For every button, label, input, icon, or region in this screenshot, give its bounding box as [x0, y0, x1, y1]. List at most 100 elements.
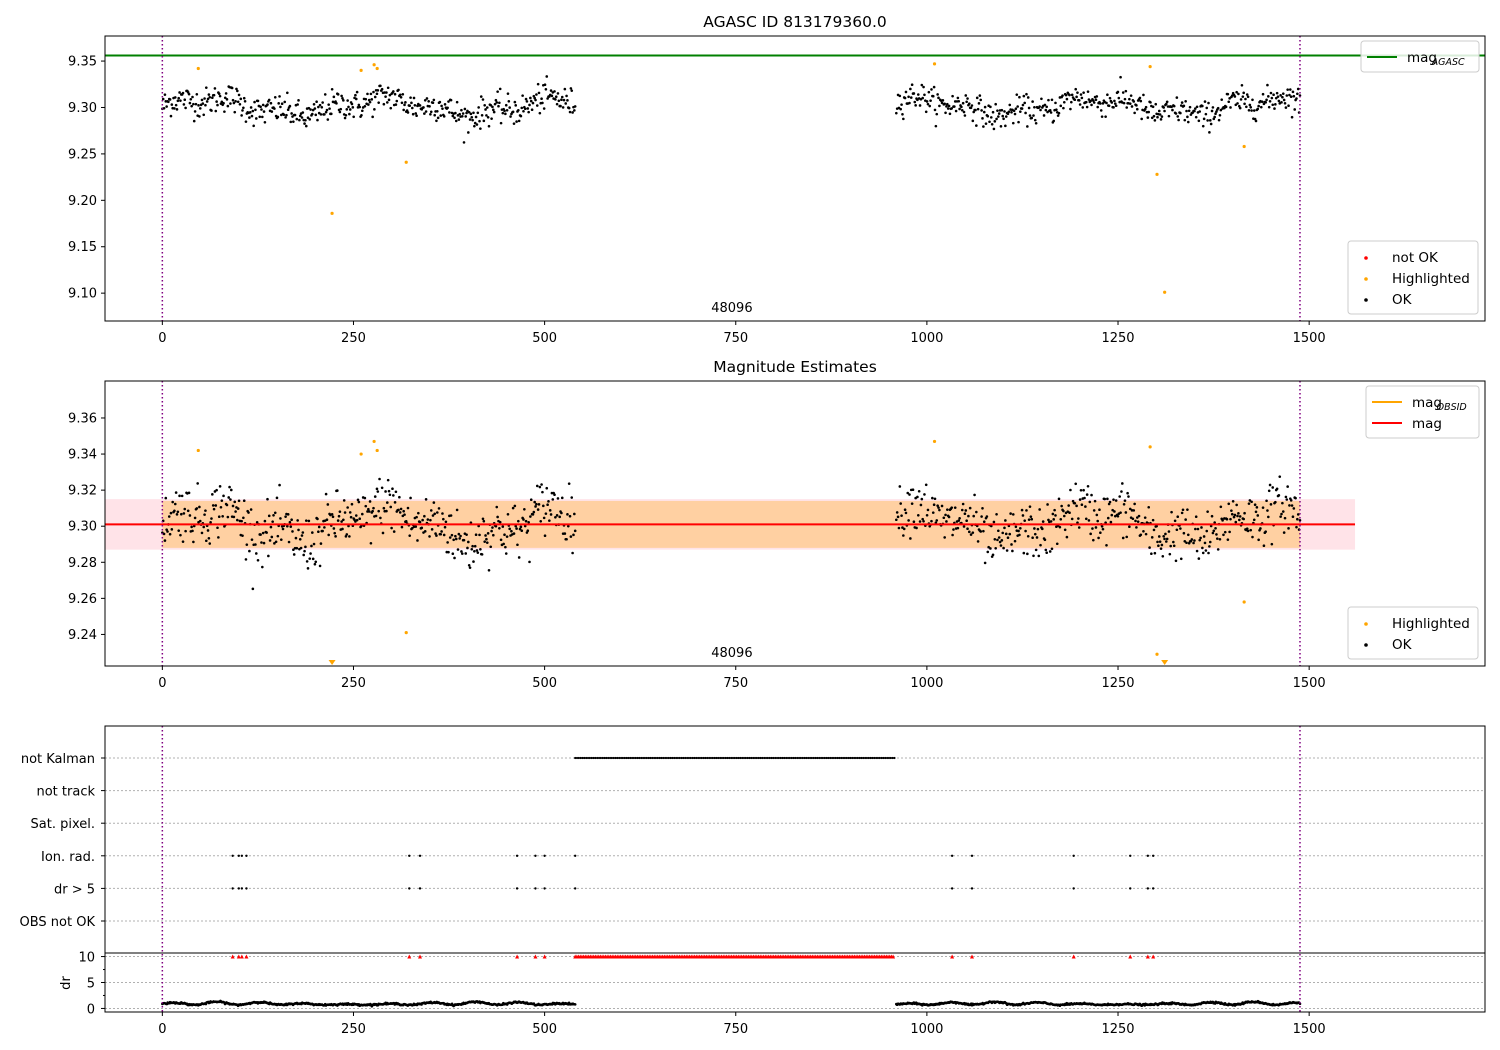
ok-point: [1293, 108, 1297, 111]
ok-point: [1245, 527, 1249, 530]
ok-point: [1003, 110, 1006, 113]
ok-point: [236, 89, 239, 93]
ok-point: [1046, 503, 1049, 506]
ok-point: [173, 502, 177, 506]
ok-point: [467, 131, 470, 134]
flag-point: [737, 756, 740, 760]
legend-marker-swatch: [1364, 256, 1368, 260]
highlighted-point: [1148, 65, 1152, 69]
ok-point: [896, 515, 900, 519]
flag-point: [660, 756, 663, 760]
ok-point: [457, 118, 461, 121]
ok-point: [1108, 500, 1112, 504]
ok-point: [1241, 95, 1245, 98]
ok-point: [1121, 536, 1125, 540]
flag-point: [590, 756, 593, 760]
flag-point: [408, 887, 411, 890]
flag-point: [847, 756, 850, 760]
ok-point: [292, 548, 295, 551]
ok-point: [1172, 544, 1176, 548]
ok-point: [1133, 111, 1136, 115]
ok-point: [361, 109, 364, 113]
ok-point: [1114, 104, 1118, 108]
flag-point: [783, 756, 786, 760]
ok-point: [279, 538, 283, 541]
ok-point: [1161, 554, 1165, 558]
ok-point: [403, 513, 406, 516]
ok-point: [1185, 541, 1188, 545]
ok-point: [1268, 99, 1272, 103]
ok-point: [340, 520, 343, 523]
ok-point: [267, 514, 271, 518]
ok-point: [1275, 91, 1279, 95]
ok-point: [177, 96, 181, 100]
ok-point: [240, 114, 243, 117]
ok-point: [996, 109, 999, 112]
ok-point: [569, 535, 573, 538]
ok-point: [1124, 511, 1128, 514]
ok-point: [895, 518, 898, 522]
flag-point: [753, 756, 757, 760]
ok-point: [1077, 517, 1080, 520]
ok-point: [965, 519, 968, 523]
ok-point: [962, 110, 966, 114]
ok-point: [308, 557, 312, 560]
flag-point: [700, 756, 703, 760]
ok-point: [254, 108, 257, 112]
ok-point: [382, 102, 386, 106]
ok-point: [331, 515, 335, 519]
flag-point: [1151, 854, 1155, 857]
ok-point: [1222, 533, 1225, 537]
ok-point: [1180, 511, 1184, 515]
ok-point: [1201, 124, 1205, 128]
ok-point: [266, 497, 269, 501]
ok-point: [498, 520, 502, 524]
ok-point: [1125, 106, 1129, 109]
ok-point: [1232, 515, 1236, 519]
ok-point: [467, 564, 471, 567]
ok-point: [326, 503, 330, 506]
ok-point: [484, 534, 487, 537]
ok-point: [256, 558, 260, 562]
flag-point: [728, 756, 731, 760]
y-tick-label: 9.30: [68, 101, 97, 116]
ok-point: [504, 552, 508, 555]
ok-point: [994, 102, 997, 106]
ok-point: [901, 113, 904, 116]
ok-point: [1090, 103, 1093, 107]
ok-point: [980, 515, 983, 518]
ok-point: [305, 560, 309, 563]
ok-point: [1248, 103, 1252, 107]
ok-point: [446, 541, 449, 544]
ok-point: [1099, 102, 1102, 105]
ok-point: [1100, 525, 1104, 528]
ok-point: [560, 511, 563, 515]
ok-point: [324, 110, 328, 114]
ok-point: [1150, 116, 1154, 120]
ok-point: [1032, 554, 1035, 558]
ok-point: [297, 99, 300, 102]
ok-point: [276, 534, 280, 538]
ok-point: [967, 102, 971, 105]
y-tick-label: 9.26: [68, 592, 97, 607]
flag-point: [774, 756, 777, 760]
ok-point: [325, 518, 329, 522]
ok-point: [323, 93, 327, 96]
ok-point: [404, 101, 407, 104]
ok-point: [966, 527, 969, 531]
flag-point: [821, 756, 825, 760]
dr-point: [573, 1003, 577, 1006]
ok-point: [1089, 532, 1092, 536]
ok-point: [187, 92, 191, 96]
ok-point: [238, 102, 242, 106]
ok-point: [409, 96, 412, 99]
ok-point: [296, 519, 299, 522]
flag-point: [675, 756, 678, 760]
ok-point: [1047, 98, 1050, 102]
ok-point: [241, 109, 244, 112]
ok-point: [516, 543, 519, 547]
ok-point: [918, 520, 922, 523]
dr-tick-label: 5: [87, 977, 95, 992]
ok-point: [1040, 527, 1044, 531]
ok-point: [1216, 548, 1220, 551]
